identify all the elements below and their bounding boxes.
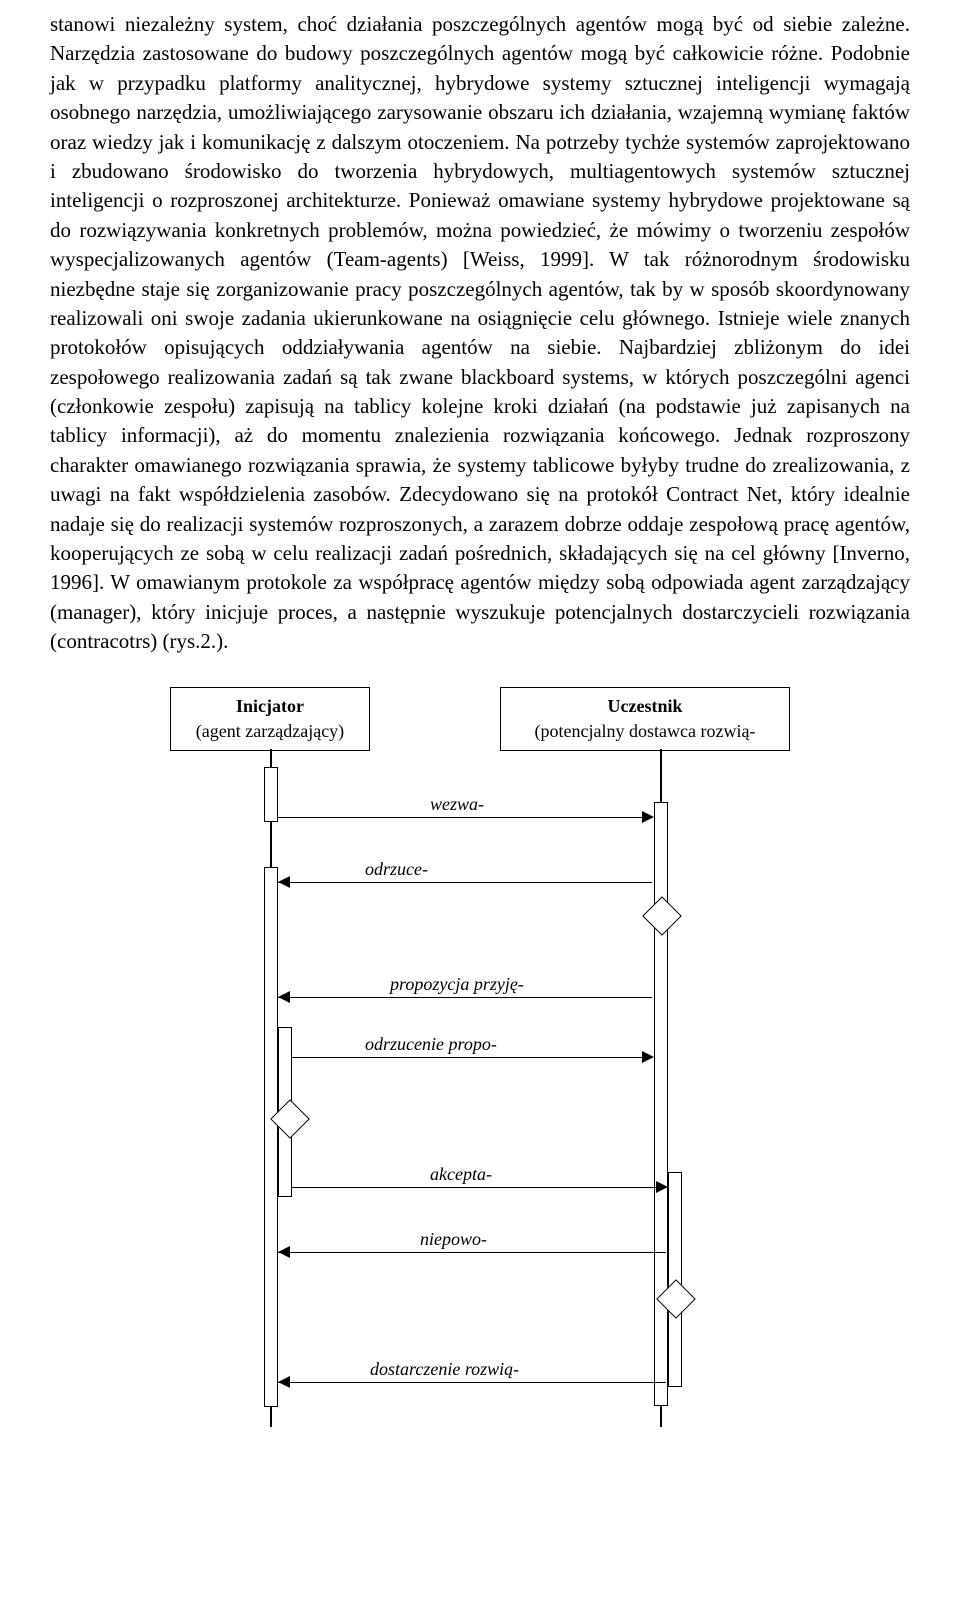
participant-sub: (potencjalny dostawca rozwią- <box>513 719 777 744</box>
initiator-activation-1 <box>264 767 278 822</box>
msg-line-6 <box>278 1252 666 1254</box>
msg-arrow-2 <box>278 876 290 888</box>
msg-arrow-3 <box>278 991 290 1003</box>
msg-label-5: akcepta- <box>430 1162 492 1187</box>
msg-label-4: odrzucenie propo- <box>365 1032 497 1057</box>
msg-label-1: wezwa- <box>430 792 484 817</box>
msg-arrow-7 <box>278 1376 290 1388</box>
msg-line-3 <box>278 997 652 999</box>
initiator-activation-2 <box>264 867 278 1407</box>
msg-arrow-6 <box>278 1246 290 1258</box>
msg-line-5 <box>292 1187 666 1189</box>
msg-line-4 <box>292 1057 652 1059</box>
decision-diamond-1 <box>642 896 682 936</box>
initiator-sub: (agent zarządzający) <box>183 719 357 744</box>
msg-label-6: niepowo- <box>420 1227 487 1252</box>
body-paragraph: stanowi niezależny system, choć działani… <box>50 10 910 657</box>
msg-line-7 <box>278 1382 666 1384</box>
sequence-diagram: Inicjator (agent zarządzający) Uczestnik… <box>170 687 790 1427</box>
initiator-box: Inicjator (agent zarządzający) <box>170 687 370 751</box>
msg-arrow-4 <box>642 1051 654 1063</box>
msg-label-7: dostarczenie rozwią- <box>370 1357 519 1382</box>
participant-box: Uczestnik (potencjalny dostawca rozwią- <box>500 687 790 751</box>
msg-line-1 <box>278 817 652 819</box>
participant-title: Uczestnik <box>513 694 777 719</box>
participant-activation-1 <box>654 802 668 1406</box>
msg-label-3: propozycja przyję- <box>390 972 524 997</box>
initiator-title: Inicjator <box>183 694 357 719</box>
msg-label-2: odrzuce- <box>365 857 428 882</box>
msg-line-2 <box>278 882 652 884</box>
msg-arrow-1 <box>642 811 654 823</box>
msg-arrow-5 <box>656 1181 668 1193</box>
